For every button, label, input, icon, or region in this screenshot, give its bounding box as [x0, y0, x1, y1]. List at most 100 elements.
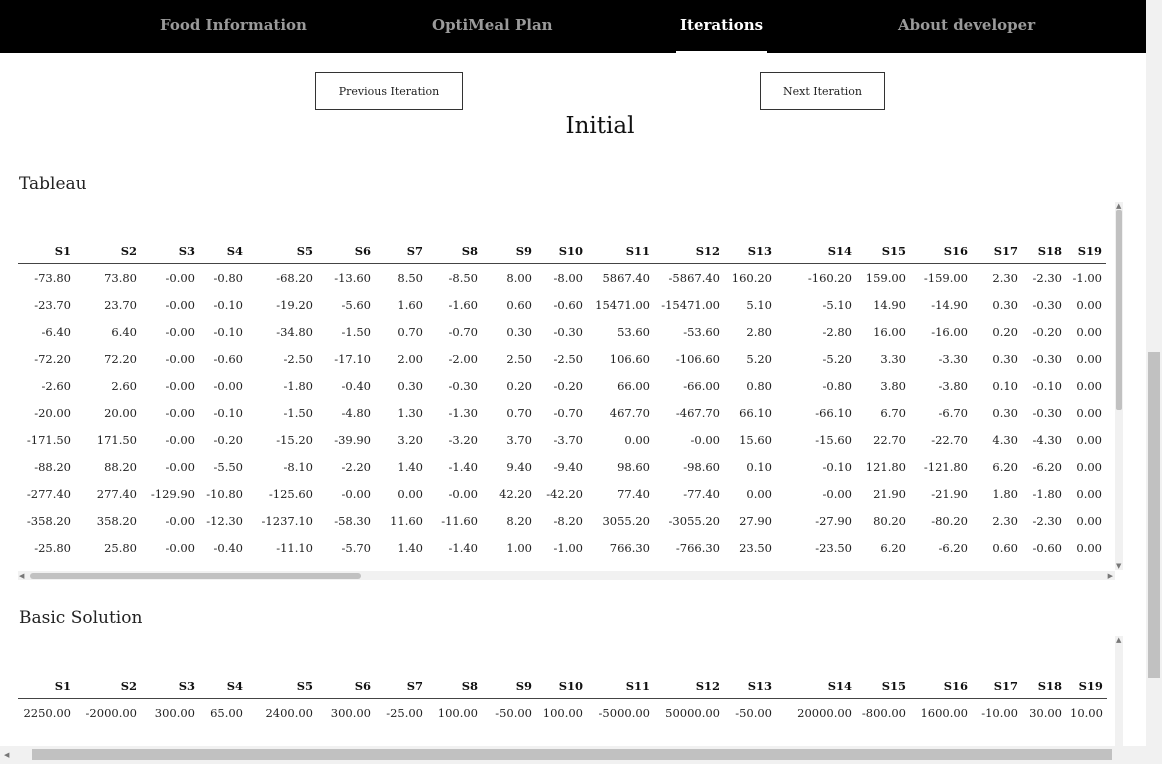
column-header: S11	[587, 665, 654, 699]
table-cell: -50.00	[735, 705, 772, 720]
previous-iteration-button[interactable]: Previous Iteration	[315, 72, 463, 110]
table-cell: 2.30	[992, 513, 1018, 528]
basic-solution-table-container: S1 S2 S3 S4 S5 S6 S7 S8 S9 S10 S11 S12 S13 S14 S15 S16 S…	[18, 665, 1115, 731]
table-cell: -125.60	[268, 486, 313, 501]
table-cell: 0.00	[1076, 432, 1102, 447]
table-cell: 300.00	[330, 705, 371, 720]
table-cell: -0.40	[213, 540, 244, 555]
table-cell: 467.70	[609, 405, 650, 420]
scroll-up-arrow-icon[interactable]: ▲	[1116, 636, 1122, 644]
tableau-horizontal-scroll-thumb[interactable]	[30, 573, 361, 579]
table-cell: -77.40	[683, 486, 720, 501]
table-cell: -1.00	[1072, 270, 1103, 285]
column-header: S3	[141, 665, 199, 699]
column-header: S8	[427, 230, 482, 264]
table-cell: 160.20	[731, 270, 772, 285]
nav-iterations[interactable]: Iterations	[675, 0, 768, 53]
table-cell: -10.80	[206, 486, 243, 501]
tableau-vertical-scroll-thumb[interactable]	[1116, 210, 1122, 410]
table-cell: 0.00	[1076, 540, 1102, 555]
table-cell: 23.50	[739, 540, 772, 555]
table-cell: 0.00	[1076, 405, 1102, 420]
basic-solution-heading: Basic Solution	[19, 608, 143, 628]
scroll-left-arrow-icon[interactable]: ◀	[4, 751, 10, 759]
table-cell: -1.40	[448, 540, 479, 555]
table-cell: 0.00	[1076, 351, 1102, 366]
table-cell: -6.70	[938, 405, 969, 420]
table-cell: -2.80	[822, 324, 853, 339]
table-row: -6.40 6.40 -0.00 -0.10 -34.80 -1.50 0.70 -0.70 0…	[18, 318, 1106, 345]
scroll-right-arrow-icon[interactable]: ▶	[1107, 572, 1113, 580]
column-header: S18	[1022, 665, 1066, 699]
column-header: S10	[536, 665, 587, 699]
scroll-down-arrow-icon[interactable]: ▼	[1116, 562, 1122, 570]
table-cell: -21.90	[931, 486, 968, 501]
nav-optimeal-plan[interactable]: OptiMeal Plan	[432, 16, 553, 34]
table-cell: 0.00	[1076, 459, 1102, 474]
table-cell: -50.00	[495, 705, 532, 720]
table-cell: 80.20	[873, 513, 906, 528]
table-cell: -0.60	[553, 297, 584, 312]
table-cell: -39.90	[334, 432, 371, 447]
table-cell: 53.60	[617, 324, 650, 339]
tableau-horizontal-scrollbar[interactable]: ◀ ▶	[18, 571, 1115, 580]
table-cell: 66.10	[739, 405, 772, 420]
table-cell: -2.30	[1032, 513, 1063, 528]
table-cell: -5000.00	[598, 705, 650, 720]
table-cell: -5.50	[213, 459, 244, 474]
table-cell: 5.10	[746, 297, 772, 312]
column-header: S4	[199, 230, 247, 264]
table-cell: -1.80	[1032, 486, 1063, 501]
table-cell: 277.40	[96, 486, 137, 501]
nav-food-information[interactable]: Food Information	[160, 16, 307, 34]
table-cell: -0.30	[1032, 297, 1063, 312]
table-row: 2250.00 -2000.00 300.00 65.00 2400.00 300.00-…	[18, 699, 1107, 727]
column-header: S19	[1066, 230, 1106, 264]
table-cell: 15471.00	[595, 297, 650, 312]
tableau-vertical-scrollbar[interactable]: ▲ ▼	[1115, 202, 1123, 570]
table-cell: -0.00	[165, 513, 196, 528]
table-cell: 0.00	[1076, 513, 1102, 528]
table-cell: -0.70	[553, 405, 584, 420]
nav-about-developer[interactable]: About developer	[898, 16, 1036, 34]
column-header: S4	[199, 665, 247, 699]
table-cell: -12.30	[206, 513, 243, 528]
scroll-left-arrow-icon[interactable]: ◀	[19, 572, 25, 580]
table-cell: 50000.00	[665, 705, 720, 720]
table-cell: 0.00	[1076, 486, 1102, 501]
column-header: S18	[1022, 230, 1066, 264]
table-cell: -3055.20	[668, 513, 720, 528]
page-vertical-scrollbar[interactable]	[1146, 0, 1162, 764]
column-header: S6	[317, 665, 375, 699]
table-cell: 100.00	[437, 705, 478, 720]
table-cell: -53.60	[683, 324, 720, 339]
table-cell: -0.60	[1032, 540, 1063, 555]
table-cell: -8.10	[283, 459, 314, 474]
page-horizontal-scrollbar[interactable]: ◀	[0, 746, 1146, 764]
table-cell: 88.20	[104, 459, 137, 474]
table-cell: -2.50	[553, 351, 584, 366]
table-cell: 8.00	[506, 270, 532, 285]
table-cell: 0.00	[1076, 297, 1102, 312]
table-cell: 106.60	[609, 351, 650, 366]
table-cell: 2.60	[111, 378, 137, 393]
table-cell: -11.10	[276, 540, 313, 555]
table-cell: 0.30	[506, 324, 532, 339]
table-cell: 27.90	[739, 513, 772, 528]
table-cell: 73.80	[104, 270, 137, 285]
table-cell: -0.80	[822, 378, 853, 393]
next-iteration-button[interactable]: Next Iteration	[760, 72, 885, 110]
scroll-up-arrow-icon[interactable]: ▲	[1116, 202, 1122, 210]
table-cell: -0.30	[1032, 405, 1063, 420]
table-cell: -15.60	[815, 432, 852, 447]
top-navbar: Food Information OptiMeal Plan Iteration…	[0, 0, 1146, 53]
column-header: S12	[654, 230, 724, 264]
page-vertical-scroll-thumb[interactable]	[1148, 352, 1160, 678]
column-header: S5	[247, 230, 317, 264]
column-header: S16	[910, 230, 972, 264]
table-cell: 0.00	[624, 432, 650, 447]
table-cell: -27.90	[815, 513, 852, 528]
basic-solution-vertical-scrollbar[interactable]: ▲	[1115, 636, 1123, 746]
page-horizontal-scroll-thumb[interactable]	[32, 749, 1112, 760]
table-cell: 72.20	[104, 351, 137, 366]
